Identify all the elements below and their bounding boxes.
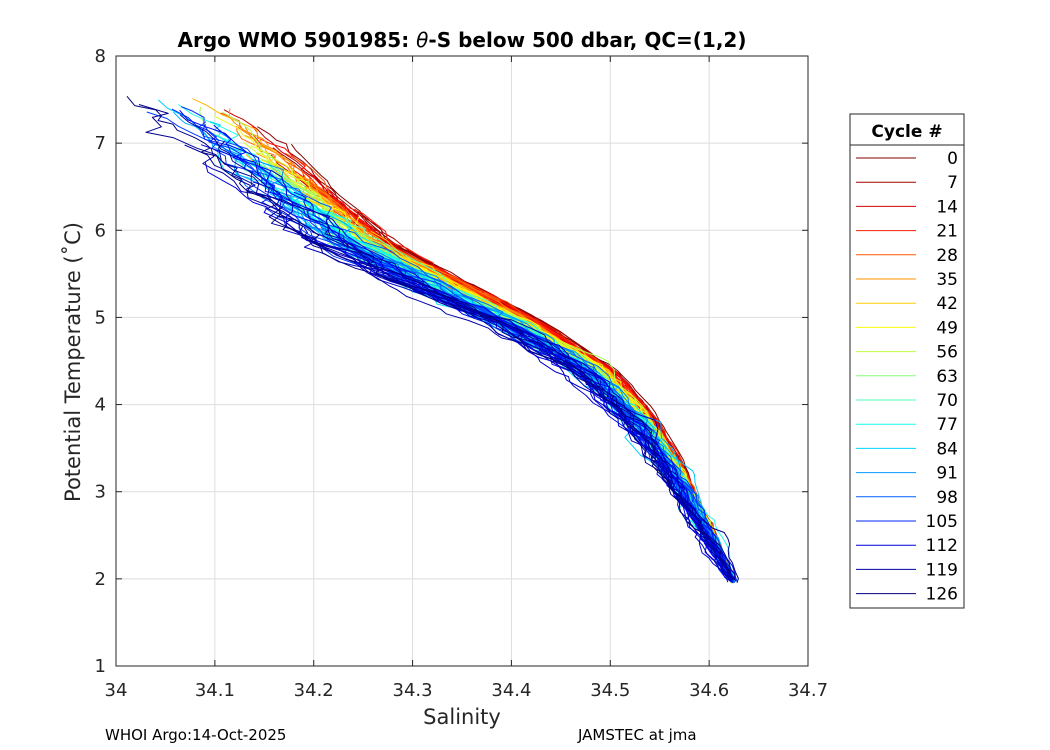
profile-line	[252, 181, 734, 583]
profile-line	[138, 104, 736, 581]
legend-label: 119	[926, 560, 958, 580]
legend-label: 84	[936, 439, 958, 459]
legend-label: 28	[936, 246, 958, 266]
y-tick-label: 8	[95, 46, 106, 67]
y-tick-label: 2	[95, 569, 106, 590]
legend-label: 105	[926, 512, 958, 532]
profile-line	[411, 266, 731, 580]
profile-line	[327, 242, 730, 580]
legend-box	[849, 113, 965, 609]
profile-line	[362, 258, 735, 584]
legend-label: 35	[936, 270, 958, 290]
profile-line	[303, 241, 729, 583]
profile-line	[320, 225, 734, 582]
profile-line	[179, 114, 735, 581]
profile-line	[222, 111, 733, 580]
profile-line	[126, 95, 734, 580]
profile-line	[284, 152, 735, 583]
x-tick-label: 34.1	[195, 680, 235, 701]
profile-line	[351, 255, 732, 580]
profile-line	[217, 152, 735, 582]
grid	[115, 55, 809, 667]
profile-line	[290, 143, 735, 583]
x-tick-label: 34.5	[590, 680, 630, 701]
profile-line	[202, 148, 732, 581]
legend-label: 126	[926, 585, 958, 605]
legend-label: 21	[936, 222, 958, 242]
legend-label: 42	[936, 294, 958, 314]
legend-label: 49	[936, 318, 958, 338]
legend-entries: 0 7 14 21 28 35 42 49 56 63 70 77 84 91 98 105 112 119 126	[856, 149, 958, 605]
profile-line	[304, 222, 733, 580]
profile-line	[237, 126, 734, 584]
x-tick-label: 34	[105, 680, 128, 701]
profile-line	[349, 245, 733, 581]
profile-line	[321, 227, 737, 581]
profile-line	[157, 99, 737, 582]
legend-label: 70	[936, 391, 958, 411]
y-tick-label: 5	[95, 307, 106, 328]
profile-line	[359, 254, 731, 580]
profile-line	[301, 227, 732, 581]
profile-line	[354, 255, 730, 580]
legend-label: 77	[936, 415, 958, 435]
profile-line	[313, 238, 730, 581]
profile-series	[126, 95, 739, 584]
legend-label: 98	[936, 488, 958, 508]
y-tick-label: 6	[95, 220, 106, 241]
x-axis: 34 34.1 34.2 34.3 34.4 34.5 34.6 34.7	[105, 56, 828, 701]
legend-label: 91	[936, 464, 958, 484]
profile-line	[388, 259, 736, 581]
chart-title: Argo WMO 5901985: θ-S below 500 dbar, QC…	[178, 28, 747, 52]
y-tick-label: 1	[95, 656, 106, 677]
profile-line	[199, 107, 736, 582]
plot-frame	[115, 55, 809, 667]
y-tick-label: 7	[95, 133, 106, 154]
x-tick-label: 34.3	[393, 680, 433, 701]
legend-title: Cycle #	[871, 122, 942, 142]
legend-label: 0	[947, 149, 958, 169]
profile-line	[178, 104, 736, 580]
profile-line	[331, 237, 732, 580]
x-axis-label: Salinity	[423, 705, 501, 729]
legend-label: 7	[947, 173, 958, 193]
profile-line	[411, 267, 731, 580]
x-tick-label: 34.2	[294, 680, 334, 701]
profile-line	[184, 144, 732, 581]
profile-line	[355, 243, 734, 581]
profile-line	[277, 215, 739, 583]
legend: Cycle # 0 7 14 21 28 35 42 49 56 63 70 77 84 91 98 105 1…	[849, 113, 965, 609]
footer-right: JAMSTEC at jma	[578, 726, 697, 744]
y-tick-label: 3	[95, 482, 106, 503]
x-tick-label: 34.6	[689, 680, 729, 701]
legend-label: 56	[936, 343, 958, 363]
x-tick-label: 34.7	[788, 680, 828, 701]
profile-line	[285, 218, 732, 581]
profile-line	[359, 253, 736, 582]
y-axis: 1 2 3 4 5 6 7 8	[95, 46, 808, 677]
y-axis-label: Potential Temperature (˚C)	[61, 222, 85, 502]
legend-label: 14	[936, 197, 958, 217]
profile-line	[200, 144, 736, 580]
profile-line	[264, 207, 736, 580]
x-tick-label: 34.4	[491, 680, 531, 701]
y-tick-label: 4	[95, 395, 106, 416]
footer-left: WHOI Argo:14-Oct-2025	[105, 726, 287, 744]
legend-label: 112	[926, 536, 958, 556]
legend-label: 63	[936, 367, 958, 387]
